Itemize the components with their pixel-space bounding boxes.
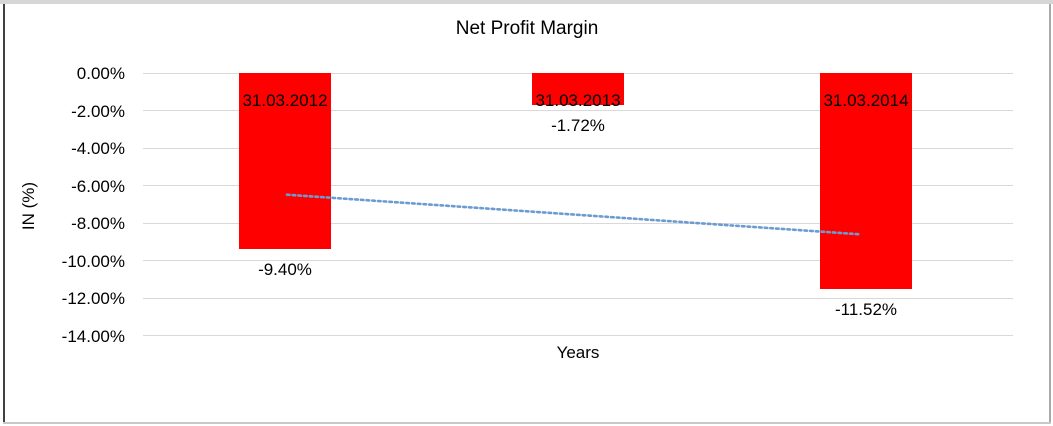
- chart-border-top: [0, 0, 1053, 4]
- data-label: -11.52%: [834, 300, 898, 319]
- data-label: -1.72%: [551, 116, 605, 136]
- gridline: [143, 297, 1013, 299]
- data-label: -9.40%: [258, 260, 312, 280]
- y-tick-label: -12.00%: [61, 289, 125, 308]
- y-tick-label: 0.00%: [76, 64, 125, 83]
- chart-border-left: [3, 4, 5, 424]
- category-label: 31.03.2013: [535, 91, 621, 110]
- gridline: [143, 147, 1013, 149]
- chart-border-right: [1049, 4, 1051, 424]
- y-tick-label: -8.00%: [71, 214, 125, 233]
- y-tick-label: -10.00%: [61, 251, 125, 271]
- gridline: [143, 110, 1013, 111]
- y-tick-label: -2.00%: [71, 101, 125, 121]
- category-label: 31.03.2014: [823, 91, 909, 110]
- gridline: [143, 335, 1013, 336]
- gridline: [143, 185, 1013, 186]
- y-tick-label: -4.00%: [71, 139, 125, 158]
- gridline: [143, 260, 1013, 261]
- chart-title: Net Profit Margin: [455, 18, 599, 39]
- bar: [820, 73, 912, 289]
- chart-border-bottom: [3, 422, 1051, 424]
- x-axis-title: Years: [556, 343, 600, 362]
- category-label: 31.03.2012: [242, 91, 328, 110]
- y-tick-label: -14.00%: [61, 326, 125, 346]
- bar: [532, 73, 624, 106]
- y-tick-label: -6.00%: [71, 176, 125, 196]
